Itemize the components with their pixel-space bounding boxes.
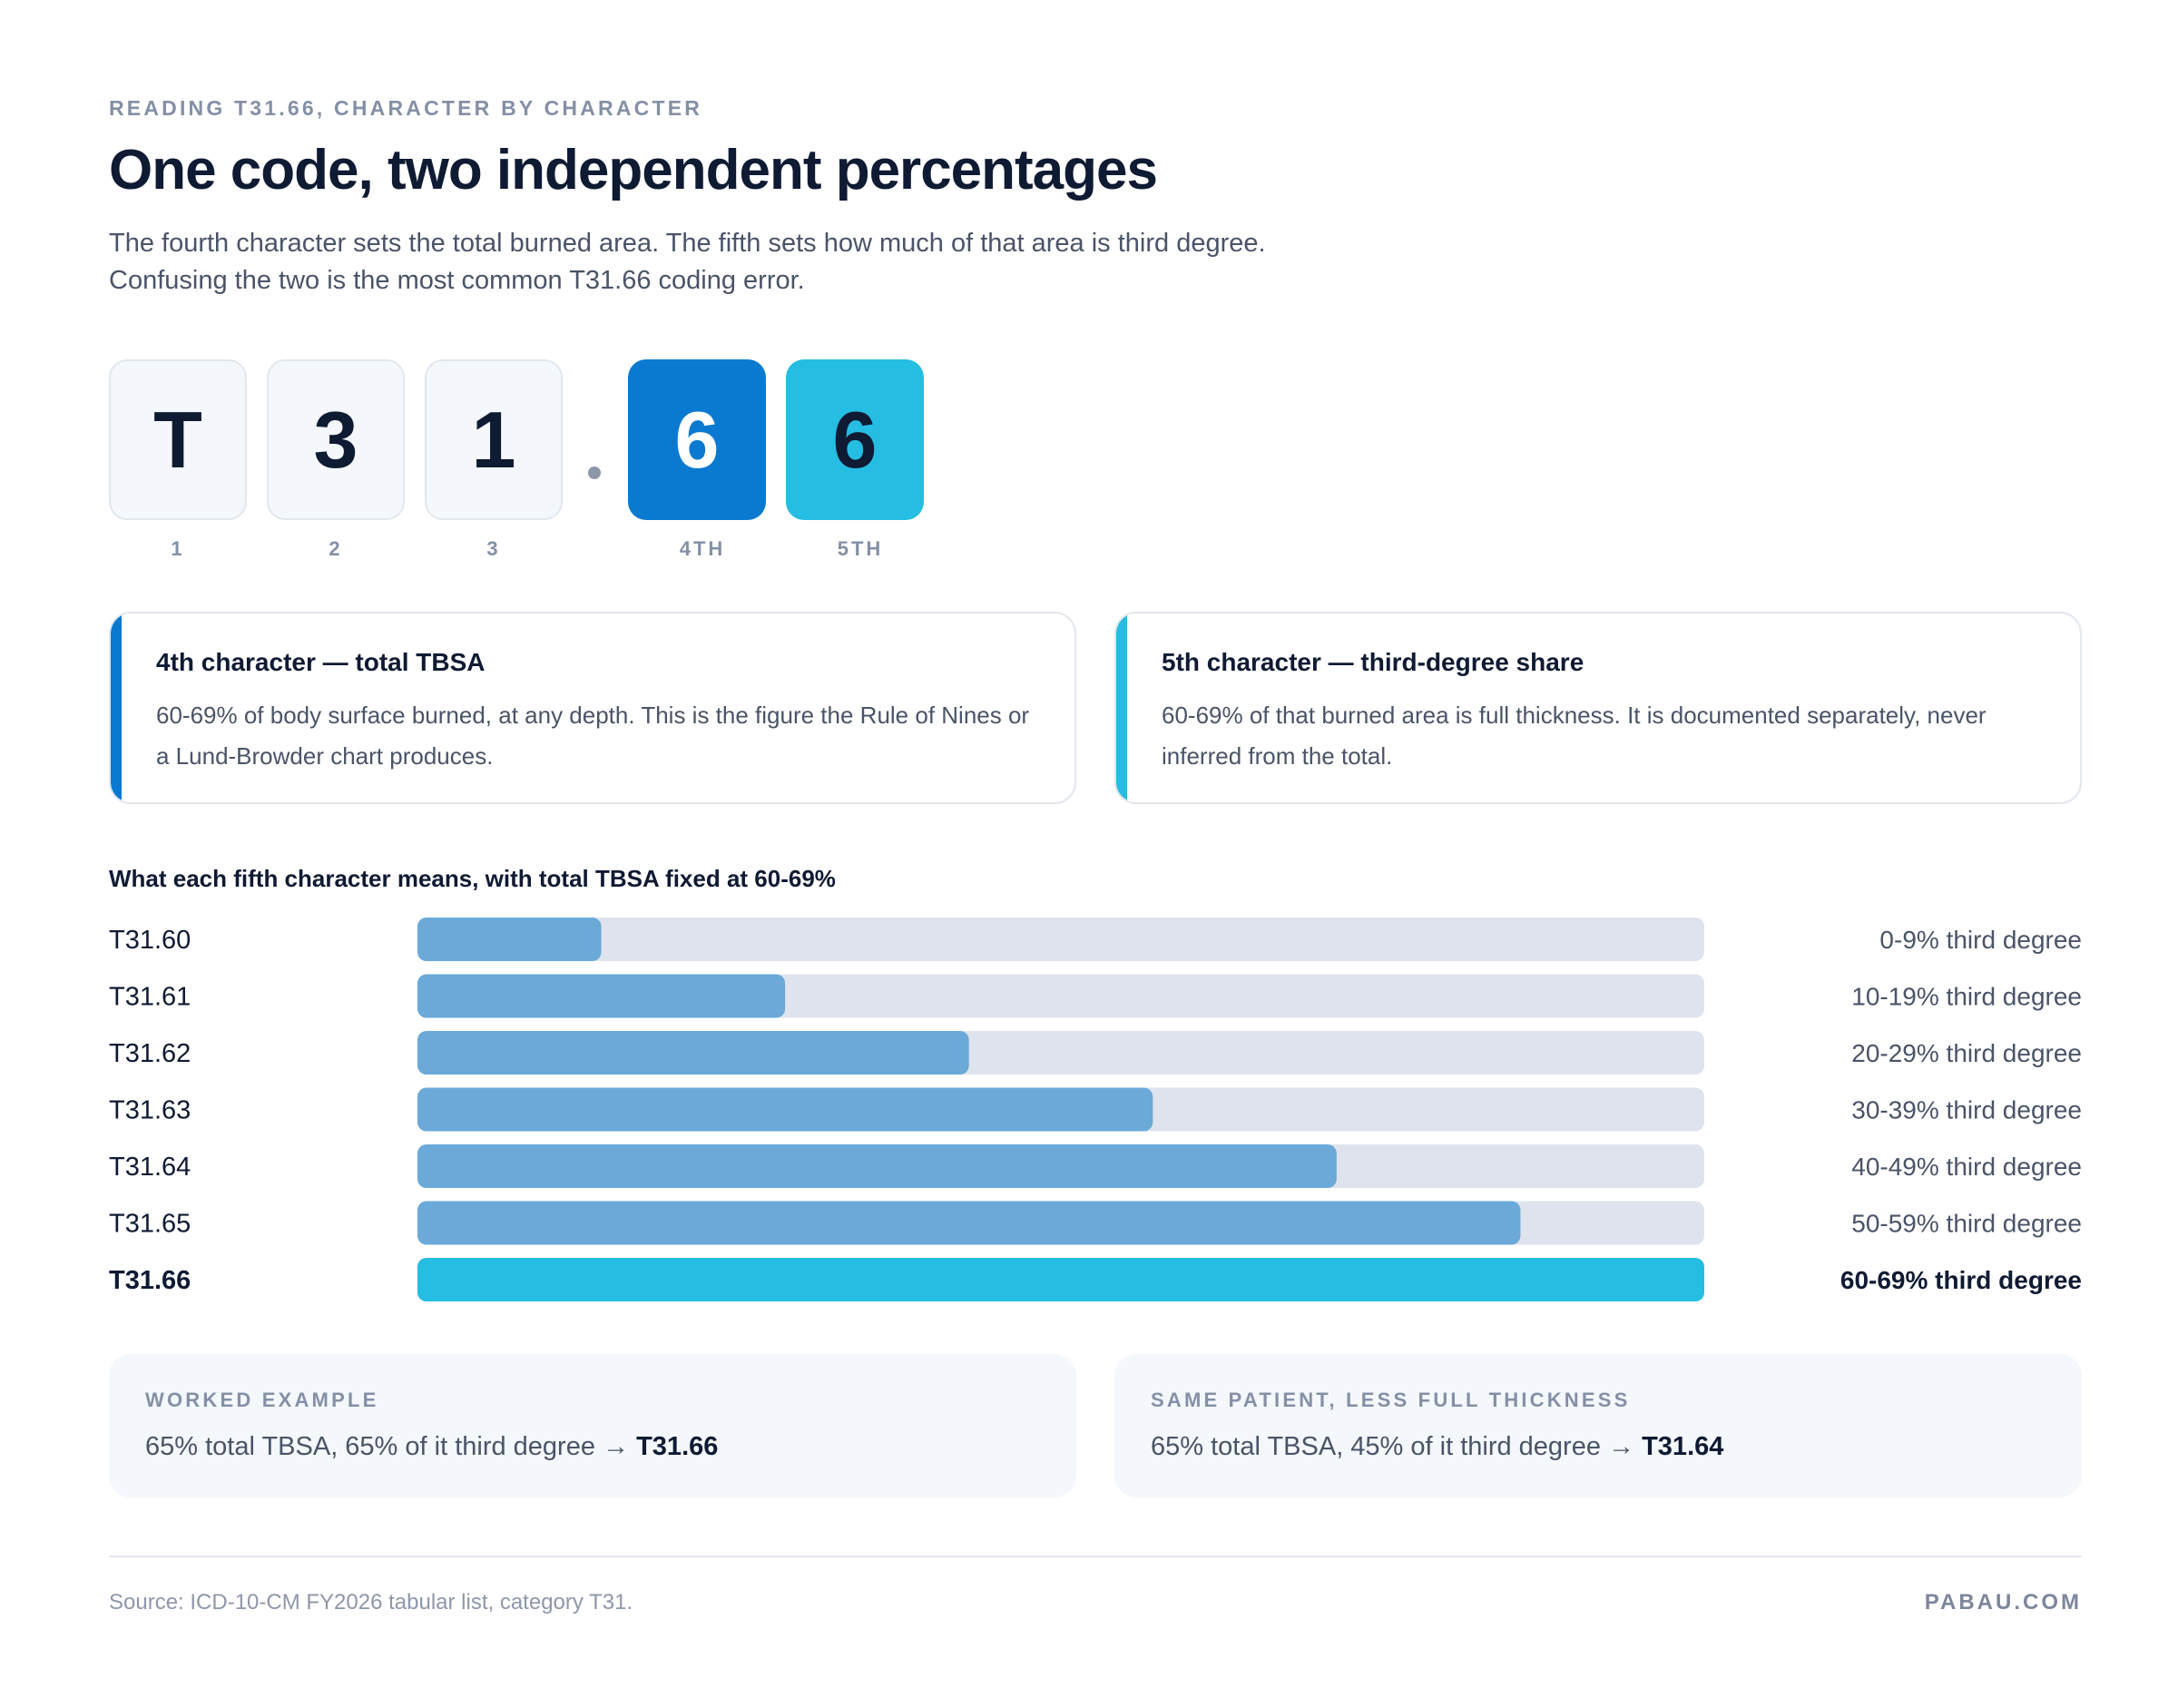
category-label: T31.62 <box>109 1039 191 1068</box>
same-patient-label: SAME PATIENT, LESS FULL THICKNESS <box>1151 1389 1631 1411</box>
code-char-1: T <box>109 359 247 520</box>
fourth-card-heading: 4th character — total TBSA <box>156 648 486 676</box>
value-label: 20-29% third degree <box>1851 1039 2082 1067</box>
worked-example-label: WORKED EXAMPLE <box>145 1389 379 1411</box>
same-patient-card: SAME PATIENT, LESS FULL THICKNESS 65% to… <box>1114 1354 2082 1497</box>
bar <box>417 1144 1337 1188</box>
bar <box>417 1087 1153 1132</box>
category-label: T31.61 <box>109 983 191 1012</box>
value-label: 0-9% third degree <box>1879 926 2082 954</box>
source-note: Source: ICD-10-CM FY2026 tabular list, c… <box>109 1590 633 1615</box>
footer-divider <box>109 1556 2082 1557</box>
value-label: 50-59% third degree <box>1851 1210 2082 1238</box>
code-char-3: 1 <box>425 359 563 520</box>
same-patient-code: T31.64 <box>1642 1432 1724 1461</box>
category-label: T31.63 <box>109 1096 191 1125</box>
code-char-5th: 6 <box>786 359 924 520</box>
worked-example-text: 65% total TBSA, 65% of it third degree → <box>145 1432 637 1461</box>
code-position-5th: 5TH <box>837 537 884 560</box>
same-patient-line: 65% total TBSA, 45% of it third degree →… <box>1151 1432 2046 1462</box>
bar-track <box>417 918 1704 961</box>
brand-link[interactable]: PABAU.COM <box>1924 1590 2082 1615</box>
code-breakdown: T 3 1 6 6 1 2 3 4TH 5TH <box>109 359 1016 568</box>
fifth-card-heading: 5th character — third-degree share <box>1162 648 1584 676</box>
fifth-card-accent <box>1116 614 1127 802</box>
worked-example-line: 65% total TBSA, 65% of it third degree →… <box>145 1432 1040 1462</box>
code-char-2: 3 <box>267 359 405 520</box>
subtitle-line-1: The fourth character sets the total burn… <box>109 229 1266 258</box>
worked-example-card: WORKED EXAMPLE 65% total TBSA, 65% of it… <box>109 1354 1076 1497</box>
code-position-1: 1 <box>171 537 185 560</box>
worked-example-code: T31.66 <box>636 1432 719 1461</box>
value-label: 10-19% third degree <box>1851 983 2082 1011</box>
category-label: T31.60 <box>109 926 191 955</box>
value-label: 30-39% third degree <box>1851 1096 2082 1124</box>
subtitle-line-2: Confusing the two is the most common T31… <box>109 266 805 295</box>
bar <box>417 918 602 961</box>
eyebrow: READING T31.66, CHARACTER BY CHARACTER <box>109 96 703 120</box>
fifth-card-body: 60-69% of that burned area is full thick… <box>1162 702 1987 770</box>
value-label: 40-49% third degree <box>1851 1153 2082 1181</box>
chart-title: What each fifth character means, with to… <box>109 865 836 892</box>
code-char-4th: 6 <box>628 359 766 520</box>
code-position-3: 3 <box>486 537 501 560</box>
value-label: 60-69% third degree <box>1840 1266 2082 1294</box>
same-patient-text: 65% total TBSA, 45% of it third degree → <box>1151 1432 1643 1461</box>
fifth-character-bar-chart: T31.60 0-9% third degree T31.61 10-19% thir… <box>109 918 2082 1301</box>
category-label: T31.65 <box>109 1210 191 1239</box>
category-label: T31.66 <box>109 1266 191 1295</box>
fifth-character-card: 5th character — third-degree share 60-69… <box>1114 612 2082 804</box>
bar <box>417 974 786 1018</box>
page-title: One code, two independent percentages <box>109 139 1158 201</box>
subtitle: The fourth character sets the total burn… <box>109 225 1470 299</box>
bar <box>417 1258 1704 1301</box>
fourth-card-accent <box>111 614 122 802</box>
fourth-card-body: 60-69% of body surface burned, at any de… <box>156 702 1030 770</box>
category-label: T31.64 <box>109 1153 191 1182</box>
code-position-4th: 4TH <box>679 537 726 560</box>
code-position-2: 2 <box>329 537 343 560</box>
bar <box>417 1201 1521 1245</box>
fourth-character-card: 4th character — total TBSA 60-69% of bod… <box>109 612 1076 804</box>
bar <box>417 1031 969 1075</box>
decimal-point <box>588 466 601 479</box>
